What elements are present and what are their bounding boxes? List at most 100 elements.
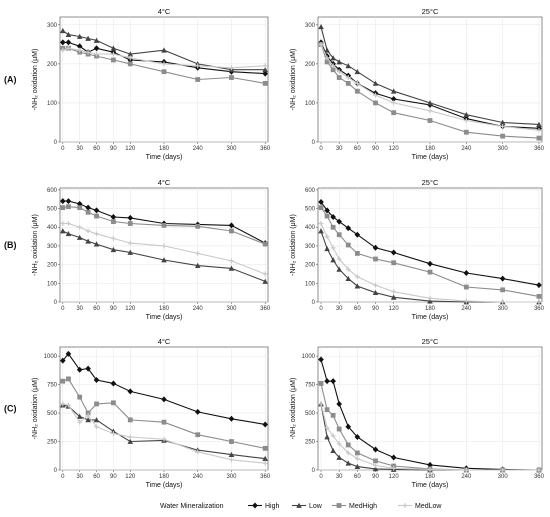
legend-item-high: High [248,502,280,510]
data-point [127,61,133,67]
legend-item-medhigh: MedHigh [332,503,377,510]
y-tick-label: 200 [47,62,58,68]
x-tick-label: 360 [534,474,545,480]
data-point [427,467,433,472]
series-line [320,223,539,303]
data-point [161,396,167,403]
data-point [324,407,330,413]
data-point [228,265,235,271]
y-tick-label: 500 [305,411,316,417]
panel-strip [60,336,268,347]
data-point [427,100,433,106]
data-point [318,23,324,30]
data-point [93,37,100,43]
data-point [318,205,324,211]
y-tick-label: 100 [305,281,316,287]
y-tick-label: 100 [47,101,58,107]
data-point [111,51,116,57]
data-point [391,100,397,106]
data-point [390,96,397,103]
row-label: (B) [4,240,17,250]
x-tick-label: 300 [498,306,509,312]
data-point [324,245,330,252]
legend-marker [296,502,302,508]
x-tick-label: 360 [260,474,271,480]
data-point [60,378,66,384]
legend: Water Mineralization High Low MedHigh MedLow [160,502,442,510]
data-point [345,442,351,448]
x-axis-label: Time (days) [412,482,449,489]
data-point [390,294,397,300]
data-point [76,234,83,240]
data-point [390,454,397,461]
series-line [320,26,540,125]
y-tick-label: 0 [54,468,58,474]
data-point [161,61,167,67]
data-point [427,118,433,123]
x-tick-label: 180 [425,306,436,312]
y-tick-label: 200 [47,263,58,269]
data-point [500,133,506,139]
x-tick-label: 240 [461,306,472,312]
legend-marker [402,503,408,508]
data-point [229,439,234,444]
y-axis-label: -NH₂ oxidation (μM) [32,378,39,440]
x-tick-label: 180 [159,474,170,480]
data-point [66,376,71,382]
x-tick-label: 30 [336,474,343,480]
series-medlow [318,41,542,133]
panel-strip [60,177,268,188]
data-point [94,51,99,57]
data-point [354,433,361,440]
y-axis-label: -NH₂ oxidation (μM) [290,378,297,440]
data-point [354,81,360,86]
data-point [60,47,66,53]
data-point [262,66,268,73]
data-point [354,231,361,238]
data-point [427,108,433,114]
data-point [330,67,336,73]
data-point [354,251,360,256]
data-point [324,213,330,219]
x-tick-label: 300 [498,474,509,480]
data-point [345,242,351,248]
x-tick-label: 90 [372,306,379,312]
data-point [195,449,201,455]
data-point [127,417,133,423]
data-point [110,380,117,387]
x-axis-label: Time (days) [146,154,183,161]
data-point [262,460,268,466]
data-point [85,228,91,234]
data-point [85,209,91,215]
data-point [85,49,91,55]
data-point [499,119,506,125]
x-tick-label: 0 [319,146,323,152]
data-point [76,413,83,419]
x-tick-label: 120 [389,306,400,312]
data-point [110,213,117,220]
data-point [228,415,235,422]
data-point [336,426,342,432]
data-point [345,75,351,80]
data-point [262,81,268,86]
legend-marker [252,502,258,509]
data-point [85,412,91,418]
data-point [60,401,66,407]
data-point [110,246,117,253]
data-point [372,244,379,251]
data-point [500,467,506,473]
y-tick-label: 1000 [302,354,316,360]
data-point [60,205,66,211]
data-point [318,41,324,47]
data-point [336,69,342,75]
x-tick-label: 60 [93,474,100,480]
data-point [324,378,330,385]
series-high [60,350,268,428]
row-label: (A) [4,75,17,85]
panel-title: 4°C [158,7,171,16]
x-tick-label: 30 [76,146,83,152]
chart-panel-3: 4°C 0 30 60 90 120 180 240 300 360 0 100 200 300 400 50… [4,177,271,321]
x-tick-label: 0 [319,306,323,312]
y-tick-label: 0 [54,300,58,306]
chart-panel-1: 4°C 0 30 60 90 120 180 240 300 360 0 100 200 300 Time … [4,6,271,161]
